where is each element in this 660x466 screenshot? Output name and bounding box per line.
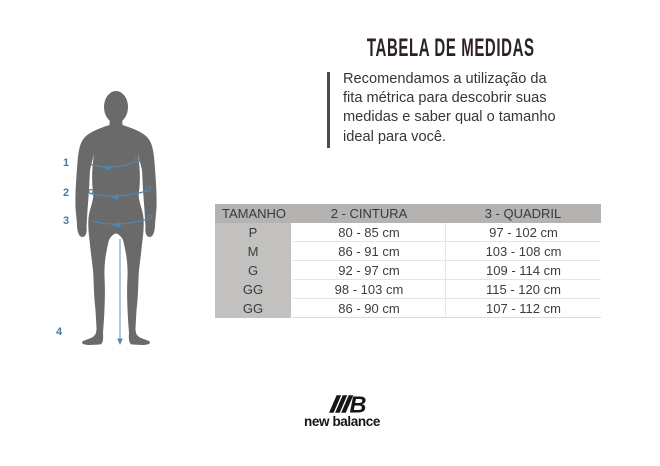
table-row: G 92 - 97 cm 109 - 114 cm — [215, 261, 601, 280]
measure-label-1: 1 — [63, 157, 69, 169]
waist-arrow-icon — [110, 193, 119, 200]
quadril-cell: 107 - 112 cm — [445, 299, 601, 318]
size-table-grid: TAMANHO 2 - CINTURA 3 - QUADRIL P 80 - 8… — [215, 204, 601, 318]
new-balance-logo: B new balance — [300, 392, 390, 432]
intro-line: Recomendamos a utilização da — [343, 71, 547, 87]
cintura-cell: 98 - 103 cm — [293, 280, 445, 299]
table-row: P 80 - 85 cm 97 - 102 cm — [215, 223, 601, 242]
measure-label-4: 4 — [56, 326, 63, 338]
cintura-cell: 80 - 85 cm — [293, 223, 445, 242]
intro-accent-bar — [327, 72, 330, 148]
inseam-arrow-icon — [117, 338, 123, 345]
table-row: GG 98 - 103 cm 115 - 120 cm — [215, 280, 601, 299]
col-header-cintura: 2 - CINTURA — [293, 204, 445, 223]
quadril-cell: 109 - 114 cm — [445, 261, 601, 280]
silhouette-body-half — [75, 114, 116, 345]
quadril-cell: 97 - 102 cm — [445, 223, 601, 242]
size-cell: P — [215, 223, 293, 242]
waist-arc-start-dot — [88, 188, 94, 195]
waist-arc-end-dot — [145, 186, 152, 192]
intro-line: medidas e saber qual o tamanho — [343, 109, 556, 126]
size-cell: G — [215, 261, 293, 280]
table-row: GG 86 - 90 cm 107 - 112 cm — [215, 299, 601, 318]
cintura-cell: 86 - 91 cm — [293, 242, 445, 261]
intro-line: ideal para você. — [343, 128, 447, 145]
intro-text: Recomendamos a utilização da fita métric… — [343, 70, 583, 147]
chest-measure-arc — [90, 161, 137, 168]
intro-line: fita métrica para descobrir suas — [343, 90, 547, 107]
body-measurement-diagram: 1 2 3 4 — [56, 91, 157, 345]
cintura-cell: 92 - 97 cm — [293, 261, 445, 280]
page-title: TABELA DE MEDIDAS — [367, 34, 535, 62]
col-header-quadril: 3 - QUADRIL — [445, 204, 601, 223]
chest-arrow-icon — [102, 164, 111, 171]
hip-arc-end-dot — [146, 214, 153, 220]
measure-label-2: 2 — [63, 187, 69, 199]
nb-logo-icon: B — [329, 393, 367, 415]
table-header-row: TAMANHO 2 - CINTURA 3 - QUADRIL — [215, 204, 601, 223]
size-cell: GG — [215, 280, 293, 299]
size-table: TAMANHO 2 - CINTURA 3 - QUADRIL P 80 - 8… — [215, 204, 601, 318]
silhouette-head — [104, 91, 128, 123]
brand-wordmark: new balance — [304, 414, 380, 429]
table-row: M 86 - 91 cm 103 - 108 cm — [215, 242, 601, 261]
svg-text:B: B — [350, 393, 367, 415]
measurement-arrows — [102, 164, 123, 345]
chest-arc-end-dot — [134, 157, 141, 163]
size-cell: GG — [215, 299, 293, 318]
quadril-cell: 115 - 120 cm — [445, 280, 601, 299]
cintura-cell: 86 - 90 cm — [293, 299, 445, 318]
quadril-cell: 103 - 108 cm — [445, 242, 601, 261]
hip-arrow-icon — [112, 221, 121, 228]
size-cell: M — [215, 242, 293, 261]
measure-label-3: 3 — [63, 215, 69, 227]
body-silhouette — [75, 91, 157, 345]
col-header-tamanho: TAMANHO — [215, 204, 293, 223]
